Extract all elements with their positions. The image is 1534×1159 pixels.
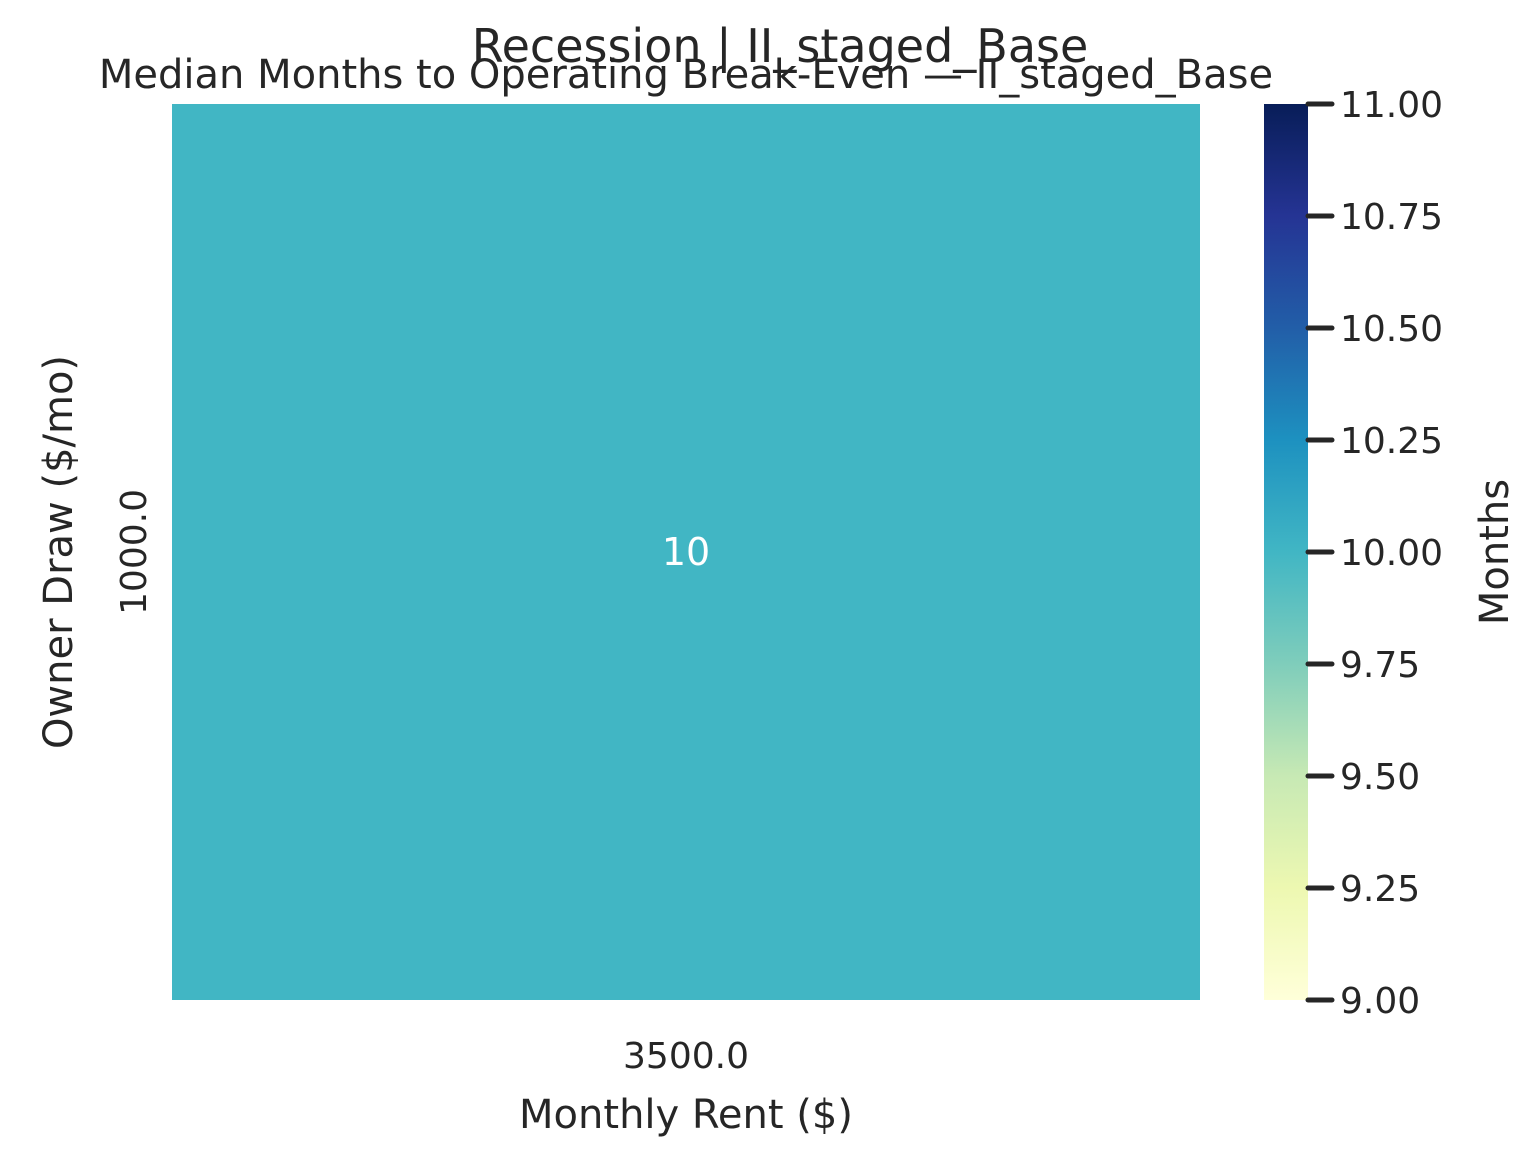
y-axis-label: Owner Draw ($/mo) (36, 355, 82, 749)
chart-title: Median Months to Operating Break-Even — … (99, 52, 1273, 98)
colorbar-tick-label: 10.50 (1340, 309, 1443, 350)
colorbar-tick-label: 10.75 (1340, 197, 1443, 238)
chart-suptitle: Recession | II_staged_Base (472, 19, 1089, 74)
colorbar-ticks: 9.00 9.25 9.50 9.75 10.00 10.25 10.50 10.75 11.0… (1305, 85, 1443, 1022)
colorbar-tick-label: 11.00 (1340, 85, 1443, 126)
colorbar-tick-label: 10.00 (1340, 533, 1443, 574)
colorbar-tick-label: 9.75 (1340, 645, 1420, 686)
heatmap-cell-label: 10 (662, 530, 710, 574)
colorbar-tick-label: 10.25 (1340, 421, 1443, 462)
colorbar-tick-label: 9.25 (1340, 869, 1420, 910)
colorbar-label: Months (1472, 479, 1518, 625)
y-tick-label: 1000.0 (114, 489, 155, 615)
colorbar-tick-label: 9.50 (1340, 757, 1420, 798)
y-tick-labels: 1000.0 (114, 489, 155, 615)
heatmap-cells: 10 (172, 104, 1200, 1000)
x-tick-label: 3500.0 (623, 1036, 749, 1077)
x-tick-labels: 3500.0 (623, 1036, 749, 1077)
x-axis-label: Monthly Rent ($) (519, 1092, 853, 1138)
colorbar-tick-label: 9.00 (1340, 981, 1420, 1022)
heatmap-cell (172, 104, 1200, 1000)
colorbar (1264, 104, 1308, 1000)
